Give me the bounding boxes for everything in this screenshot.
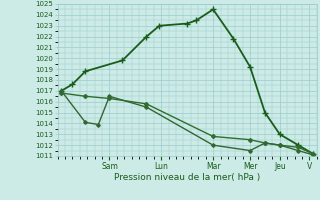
X-axis label: Pression niveau de la mer( hPa ): Pression niveau de la mer( hPa ) [114,173,260,182]
